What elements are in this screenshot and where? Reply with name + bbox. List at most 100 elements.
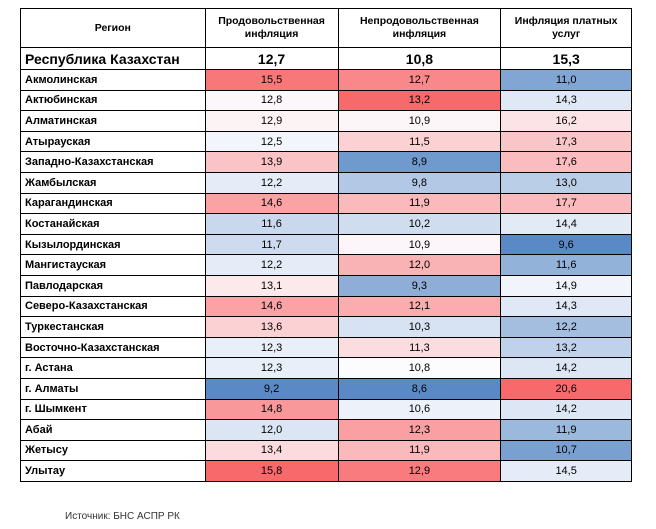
value-cell: 14,2	[500, 398, 632, 421]
region-row: г. Шымкент 14,8 10,6 14,2	[20, 398, 632, 421]
value-cell: 11,3	[337, 336, 502, 359]
region-cell: Улытау	[20, 460, 206, 482]
value-cell: 10,8	[337, 357, 502, 379]
header-row: Регион Продовольственная инфляция Непродов…	[20, 8, 632, 48]
value-cell: 8,6	[337, 377, 502, 400]
value-cell: 12,2	[204, 254, 339, 276]
region-row: Акмолинская 15,5 12,7 11,0	[20, 69, 632, 91]
value-cell: 16,2	[500, 110, 632, 132]
value-cell: 12,0	[204, 419, 339, 441]
value-cell: 13,9	[204, 151, 339, 173]
value-cell: 10,7	[500, 439, 632, 462]
value-cell: 11,9	[500, 419, 632, 441]
value-cell: 17,3	[500, 130, 632, 153]
region-cell: Атырауская	[20, 130, 206, 153]
region-row: Северо-Казахстанская 14,6 12,1 14,3	[20, 295, 632, 318]
region-cell: Актюбинская	[20, 89, 206, 112]
header-cell: Продовольственная инфляция	[204, 8, 339, 48]
region-row: Жамбылская 12,2 9,8 13,0	[20, 171, 632, 194]
value-cell: 17,7	[500, 192, 632, 215]
region-row: Мангистауская 12,2 12,0 11,6	[20, 254, 632, 276]
region-cell: Кызылординская	[20, 233, 206, 256]
value-cell: 10,9	[337, 233, 502, 256]
region-row: Западно-Казахстанская 13,9 8,9 17,6	[20, 151, 632, 173]
value-cell: 14,9	[500, 274, 632, 297]
region-cell: Жетысу	[20, 439, 206, 462]
region-cell: г. Астана	[20, 357, 206, 379]
region-cell: Алматинская	[20, 110, 206, 132]
header-cell: Регион	[20, 8, 206, 48]
region-row: Туркестанская 13,6 10,3 12,2	[20, 316, 632, 338]
value-cell: 9,2	[204, 377, 339, 400]
region-row: Восточно-Казахстанская 12,3 11,3 13,2	[20, 336, 632, 359]
region-row: Абай 12,0 12,3 11,9	[20, 419, 632, 441]
value-cell: 14,6	[204, 295, 339, 318]
value-cell: 14,4	[500, 213, 632, 235]
value-cell: 13,6	[204, 316, 339, 338]
value-cell: 10,8	[337, 47, 502, 70]
value-cell: 12,2	[500, 316, 632, 338]
value-cell: 8,9	[337, 151, 502, 173]
value-cell: 12,3	[337, 419, 502, 441]
value-cell: 14,5	[500, 460, 632, 482]
value-cell: 11,0	[500, 69, 632, 91]
header-cell: Инфляция платных услуг	[500, 8, 632, 48]
value-cell: 14,8	[204, 398, 339, 421]
value-cell: 13,4	[204, 439, 339, 462]
region-row: Актюбинская 12,8 13,2 14,3	[20, 89, 632, 112]
region-row: Атырауская 12,5 11,5 17,3	[20, 130, 632, 153]
region-cell: г. Алматы	[20, 377, 206, 400]
value-cell: 9,6	[500, 233, 632, 256]
region-row: Жетысу 13,4 11,9 10,7	[20, 439, 632, 462]
region-row: Алматинская 12,9 10,9 16,2	[20, 110, 632, 132]
region-row: Улытау 15,8 12,9 14,5	[20, 460, 632, 482]
value-cell: 13,2	[500, 336, 632, 359]
value-cell: 12,9	[337, 460, 502, 482]
value-cell: 14,2	[500, 357, 632, 379]
value-cell: 12,7	[204, 47, 339, 70]
value-cell: 11,5	[337, 130, 502, 153]
region-row: Павлодарская 13,1 9,3 14,9	[20, 274, 632, 297]
value-cell: 15,8	[204, 460, 339, 482]
value-cell: 14,3	[500, 295, 632, 318]
region-cell: Костанайская	[20, 213, 206, 235]
region-row: г. Алматы 9,2 8,6 20,6	[20, 377, 632, 400]
region-cell: Карагандинская	[20, 192, 206, 215]
value-cell: 12,3	[204, 336, 339, 359]
region-cell: Республика Казахстан	[20, 47, 206, 70]
region-cell: Северо-Казахстанская	[20, 295, 206, 318]
value-cell: 13,2	[337, 89, 502, 112]
value-cell: 11,6	[204, 213, 339, 235]
region-cell: Мангистауская	[20, 254, 206, 276]
region-cell: Туркестанская	[20, 316, 206, 338]
inflation-table: Регион Продовольственная инфляция Непродов…	[20, 8, 632, 482]
value-cell: 12,7	[337, 69, 502, 91]
region-cell: Жамбылская	[20, 171, 206, 194]
value-cell: 11,7	[204, 233, 339, 256]
region-cell: г. Шымкент	[20, 398, 206, 421]
region-cell: Абай	[20, 419, 206, 441]
value-cell: 9,8	[337, 171, 502, 194]
region-row: Карагандинская 14,6 11,9 17,7	[20, 192, 632, 215]
region-cell: Восточно-Казахстанская	[20, 336, 206, 359]
value-cell: 20,6	[500, 377, 632, 400]
value-cell: 9,3	[337, 274, 502, 297]
region-row: Костанайская 11,6 10,2 14,4	[20, 213, 632, 235]
value-cell: 10,2	[337, 213, 502, 235]
region-cell: Акмолинская	[20, 69, 206, 91]
value-cell: 11,9	[337, 192, 502, 215]
region-cell: Западно-Казахстанская	[20, 151, 206, 173]
value-cell: 10,3	[337, 316, 502, 338]
value-cell: 10,6	[337, 398, 502, 421]
national-row: Республика Казахстан 12,7 10,8 15,3	[20, 47, 632, 70]
header-cell: Непродовольственная инфляция	[337, 8, 502, 48]
value-cell: 12,9	[204, 110, 339, 132]
region-row: Кызылординская 11,7 10,9 9,6	[20, 233, 632, 256]
value-cell: 14,6	[204, 192, 339, 215]
value-cell: 12,0	[337, 254, 502, 276]
source-note: Источник: БНС АСПР РК	[65, 511, 180, 522]
value-cell: 13,0	[500, 171, 632, 194]
value-cell: 11,6	[500, 254, 632, 276]
value-cell: 12,8	[204, 89, 339, 112]
